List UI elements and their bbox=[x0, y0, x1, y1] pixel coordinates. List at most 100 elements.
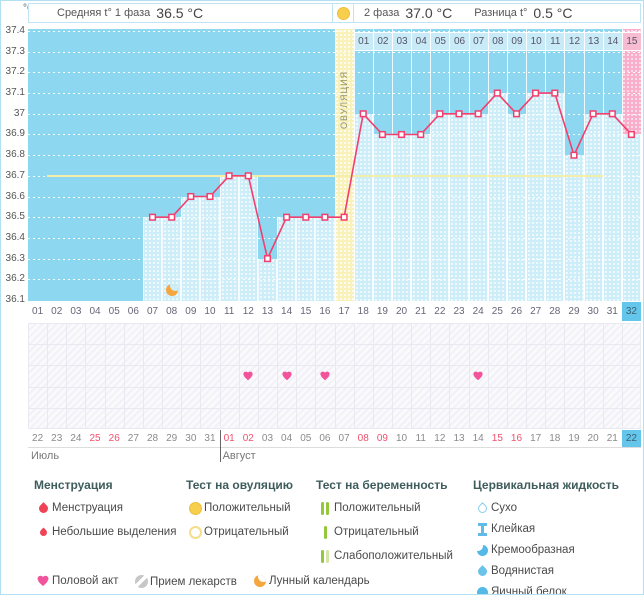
cycle-day-number[interactable]: 08 bbox=[166, 306, 178, 317]
temperature-bar[interactable] bbox=[200, 196, 220, 301]
temp-marker[interactable] bbox=[532, 89, 540, 97]
temp-marker[interactable] bbox=[551, 89, 559, 97]
temp-marker[interactable] bbox=[340, 213, 348, 221]
temp-marker[interactable] bbox=[512, 110, 521, 118]
cycle-day-number[interactable]: 19 bbox=[376, 306, 388, 317]
temperature-bar[interactable] bbox=[353, 113, 373, 301]
cycle-day-number[interactable]: 32 bbox=[621, 302, 641, 321]
calendar-date[interactable]: 18 bbox=[549, 433, 561, 444]
cycle-day-number[interactable]: 06 bbox=[127, 306, 139, 317]
temp-marker[interactable] bbox=[378, 130, 386, 139]
calendar-date[interactable]: 04 bbox=[281, 433, 293, 444]
cycle-day-number[interactable]: 29 bbox=[568, 306, 580, 317]
calendar-date[interactable]: 22 bbox=[621, 430, 641, 447]
temp-marker[interactable] bbox=[321, 213, 329, 221]
temp-marker[interactable] bbox=[397, 130, 406, 139]
calendar-date[interactable]: 15 bbox=[491, 433, 503, 444]
calendar-date[interactable]: 06 bbox=[319, 433, 331, 444]
calendar-date[interactable]: 17 bbox=[530, 433, 542, 444]
cycle-day-number[interactable]: 28 bbox=[549, 306, 561, 317]
phase2-day-cell[interactable]: 15 bbox=[621, 32, 641, 51]
cycle-day-number[interactable]: 22 bbox=[434, 306, 446, 317]
calendar-date[interactable]: 11 bbox=[415, 433, 426, 444]
calendar-date[interactable]: 27 bbox=[127, 433, 139, 444]
cycle-day-number[interactable]: 01 bbox=[32, 306, 44, 317]
phase2-day-cell[interactable]: 10 bbox=[526, 32, 547, 51]
cycle-day-number[interactable]: 03 bbox=[70, 306, 82, 317]
temp-marker[interactable] bbox=[455, 110, 463, 118]
temperature-bar[interactable] bbox=[583, 113, 603, 301]
intercourse-heart-icon[interactable] bbox=[473, 372, 483, 381]
cycle-day-number[interactable]: 05 bbox=[108, 306, 120, 317]
calendar-date[interactable]: 01 bbox=[223, 433, 235, 444]
temp-marker[interactable] bbox=[148, 213, 157, 221]
cycle-day-number[interactable]: 13 bbox=[261, 306, 274, 317]
cycle-day-number[interactable]: 26 bbox=[510, 306, 523, 317]
temp-marker[interactable] bbox=[417, 130, 425, 139]
calendar-date[interactable]: 07 bbox=[338, 433, 350, 444]
cycle-day-number[interactable]: 14 bbox=[281, 306, 293, 317]
calendar-date[interactable]: 31 bbox=[204, 433, 216, 444]
cycle-day-number[interactable]: 07 bbox=[146, 306, 159, 317]
calendar-date[interactable]: 12 bbox=[434, 433, 446, 444]
calendar-date[interactable]: 13 bbox=[453, 433, 465, 444]
calendar-date[interactable]: 02 bbox=[242, 433, 254, 444]
temperature-bar[interactable] bbox=[430, 113, 450, 301]
cycle-day-number[interactable]: 12 bbox=[242, 306, 254, 317]
calendar-date[interactable]: 23 bbox=[51, 433, 63, 444]
temperature-bar[interactable] bbox=[181, 196, 201, 301]
cycle-day-number[interactable]: 04 bbox=[89, 306, 101, 317]
cycle-day-number[interactable]: 15 bbox=[300, 306, 312, 317]
intercourse-heart-icon[interactable] bbox=[282, 372, 292, 381]
cycle-day-number[interactable]: 25 bbox=[491, 306, 503, 317]
calendar-date[interactable]: 26 bbox=[108, 433, 120, 444]
cycle-day-number[interactable]: 16 bbox=[319, 306, 331, 317]
calendar-date[interactable]: 25 bbox=[89, 433, 101, 444]
temperature-bar[interactable] bbox=[449, 113, 469, 301]
calendar-date[interactable]: 08 bbox=[357, 433, 369, 444]
temp-marker[interactable] bbox=[474, 110, 482, 118]
cycle-day-number[interactable]: 10 bbox=[204, 306, 216, 317]
calendar-date[interactable]: 10 bbox=[395, 433, 408, 444]
calendar-date[interactable]: 09 bbox=[376, 433, 388, 444]
intercourse-heart-icon[interactable] bbox=[320, 372, 330, 381]
temp-marker[interactable] bbox=[168, 213, 176, 221]
calendar-date[interactable]: 19 bbox=[568, 433, 580, 444]
cycle-day-number[interactable]: 18 bbox=[357, 306, 369, 317]
temp-marker[interactable] bbox=[187, 192, 195, 201]
calendar-date[interactable]: 03 bbox=[261, 433, 274, 444]
cycle-day-number[interactable]: 24 bbox=[472, 306, 484, 317]
calendar-date[interactable]: 29 bbox=[166, 433, 178, 444]
temp-marker[interactable] bbox=[244, 172, 252, 180]
cycle-day-number[interactable]: 31 bbox=[606, 306, 618, 317]
temp-marker[interactable] bbox=[493, 89, 501, 97]
temp-marker[interactable] bbox=[283, 213, 291, 221]
cycle-day-number[interactable]: 27 bbox=[530, 306, 542, 317]
temp-marker[interactable] bbox=[570, 151, 578, 159]
intercourse-heart-icon[interactable] bbox=[243, 372, 253, 381]
calendar-date[interactable]: 05 bbox=[300, 433, 312, 444]
temperature-bar[interactable] bbox=[468, 113, 488, 301]
temp-marker[interactable] bbox=[608, 110, 616, 118]
phase2-day-cell[interactable]: 13 bbox=[583, 32, 604, 51]
cycle-day-number[interactable]: 11 bbox=[223, 306, 235, 317]
temperature-bar[interactable] bbox=[506, 113, 527, 301]
cycle-day-number[interactable]: 02 bbox=[51, 306, 63, 317]
temp-marker[interactable] bbox=[627, 130, 635, 139]
calendar-date[interactable]: 24 bbox=[70, 433, 82, 444]
calendar-date[interactable]: 30 bbox=[185, 433, 197, 444]
cycle-day-number[interactable]: 21 bbox=[415, 306, 427, 317]
calendar-date[interactable]: 28 bbox=[146, 433, 159, 444]
temp-marker[interactable] bbox=[206, 192, 214, 201]
phase2-day-cell[interactable]: 06 bbox=[449, 32, 470, 51]
cycle-day-number[interactable]: 17 bbox=[338, 306, 350, 317]
calendar-date[interactable]: 22 bbox=[32, 433, 44, 444]
temp-marker[interactable] bbox=[263, 255, 272, 263]
temp-marker[interactable] bbox=[589, 110, 597, 118]
calendar-date[interactable]: 21 bbox=[606, 433, 618, 444]
temp-marker[interactable] bbox=[436, 110, 444, 118]
temp-marker[interactable] bbox=[359, 110, 367, 118]
cycle-day-number[interactable]: 23 bbox=[453, 306, 465, 317]
cycle-day-number[interactable]: 20 bbox=[395, 306, 408, 317]
cycle-day-number[interactable]: 09 bbox=[185, 306, 197, 317]
